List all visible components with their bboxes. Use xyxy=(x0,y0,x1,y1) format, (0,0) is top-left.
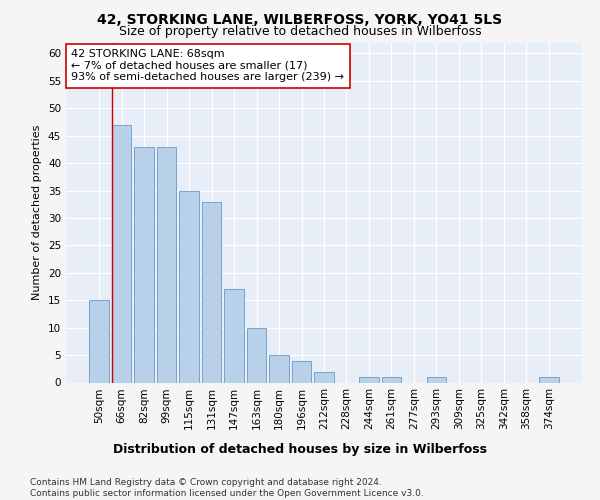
Bar xyxy=(314,372,334,382)
Text: Contains HM Land Registry data © Crown copyright and database right 2024.
Contai: Contains HM Land Registry data © Crown c… xyxy=(30,478,424,498)
Y-axis label: Number of detached properties: Number of detached properties xyxy=(32,125,43,300)
Bar xyxy=(202,202,221,382)
Bar xyxy=(427,377,446,382)
Bar xyxy=(539,377,559,382)
Text: Size of property relative to detached houses in Wilberfoss: Size of property relative to detached ho… xyxy=(119,25,481,38)
Bar xyxy=(224,290,244,382)
Bar xyxy=(157,146,176,382)
Bar xyxy=(292,360,311,382)
Bar xyxy=(89,300,109,382)
Text: 42 STORKING LANE: 68sqm
← 7% of detached houses are smaller (17)
93% of semi-det: 42 STORKING LANE: 68sqm ← 7% of detached… xyxy=(71,50,344,82)
Text: Distribution of detached houses by size in Wilberfoss: Distribution of detached houses by size … xyxy=(113,442,487,456)
Bar xyxy=(359,377,379,382)
Bar xyxy=(247,328,266,382)
Bar xyxy=(382,377,401,382)
Text: 42, STORKING LANE, WILBERFOSS, YORK, YO41 5LS: 42, STORKING LANE, WILBERFOSS, YORK, YO4… xyxy=(97,12,503,26)
Bar xyxy=(269,355,289,382)
Bar xyxy=(112,125,131,382)
Bar xyxy=(179,190,199,382)
Bar xyxy=(134,146,154,382)
